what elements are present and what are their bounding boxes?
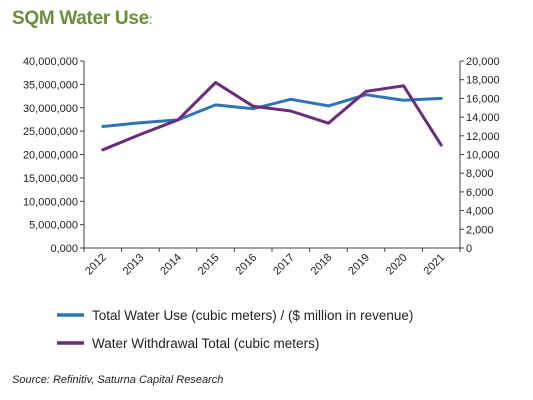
left-tick-label: 15,000,000 [23, 173, 78, 185]
left-tick-label: 5,000,000 [29, 220, 78, 232]
left-tick-label: 40,000,000 [23, 56, 78, 68]
left-tick-label: 30,000,000 [23, 103, 78, 115]
right-tick-label: 18,000 [466, 75, 500, 87]
x-tick-label: 2017 [271, 252, 297, 278]
right-axis-ticks: 0 2,000 4,000 6,000 8,000 10,000 12,000 14,000 1… [460, 56, 500, 255]
series-line-1 [101, 93, 443, 128]
x-tick-label: 2021 [422, 252, 448, 278]
x-tick-label: 2014 [158, 252, 184, 278]
x-tick-label: 2015 [196, 252, 222, 278]
left-tick-label: 35,000,000 [23, 79, 78, 91]
right-tick-label: 14,000 [466, 112, 500, 124]
chart-title-text: SQM Water Use [12, 8, 149, 29]
x-tick-label: 2018 [309, 252, 335, 278]
legend: Total Water Use (cubic meters) / ($ mill… [57, 308, 413, 351]
chart-title: SQM Water Use: [12, 8, 153, 30]
right-tick-label: 12,000 [466, 131, 500, 143]
left-tick-label: 10,000,000 [23, 196, 78, 208]
x-tick-label: 2012 [83, 252, 109, 278]
x-tick-label: 2020 [384, 252, 410, 278]
left-tick-label: 0,000 [50, 243, 78, 255]
right-tick-label: 10,000 [466, 150, 500, 162]
chart-title-colon: : [148, 11, 153, 27]
right-tick-label: 0 [466, 243, 472, 255]
right-tick-label: 2,000 [466, 224, 494, 236]
x-tick-label: 2013 [121, 252, 147, 278]
left-tick-label: 20,000,000 [23, 150, 78, 162]
chart-axes [83, 61, 461, 249]
series-line-2 [101, 81, 443, 152]
legend-label-2: Water Withdrawal Total (cubic meters) [92, 336, 319, 351]
left-tick-label: 25,000,000 [23, 126, 78, 138]
series-lines [101, 81, 443, 152]
right-tick-label: 16,000 [466, 93, 500, 105]
left-axis-ticks: 0,000 5,000,000 10,000,000 15,000,000 20,000… [23, 56, 84, 255]
source-note: Source: Refinitiv, Saturna Capital Resea… [12, 374, 224, 386]
right-tick-label: 8,000 [466, 168, 494, 180]
x-tick-label: 2019 [346, 252, 372, 278]
legend-label-1: Total Water Use (cubic meters) / ($ mill… [92, 308, 413, 323]
right-tick-label: 4,000 [466, 206, 494, 218]
x-tick-label: 2016 [234, 252, 260, 278]
right-tick-label: 20,000 [466, 56, 500, 68]
x-axis-ticks: 2012 2013 2014 2015 2016 2017 2018 2019 2020 2021 [83, 248, 461, 278]
right-tick-label: 6,000 [466, 187, 494, 199]
